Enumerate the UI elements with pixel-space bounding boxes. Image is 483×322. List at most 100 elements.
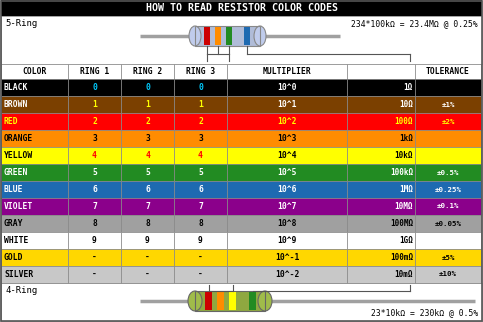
Text: 4: 4 [92,151,97,160]
Text: 10^4: 10^4 [277,151,297,160]
Bar [227,215,347,232]
Text: 6: 6 [145,185,150,194]
Text: 6: 6 [92,185,97,194]
Text: 10^9: 10^9 [277,236,297,245]
Text: TOLERANCE: TOLERANCE [426,67,470,76]
Bar [1,283,482,321]
Text: 9: 9 [145,236,150,245]
Text: 0: 0 [198,83,203,92]
Bar [121,181,174,198]
Text: 8: 8 [198,219,203,228]
Bar [68,249,121,266]
Bar [415,113,481,130]
Text: 100Ω: 100Ω [395,117,413,126]
Text: 10^1: 10^1 [277,100,297,109]
Bar [347,266,415,283]
Bar [174,96,227,113]
Bar [229,292,236,310]
Text: 4-Ring: 4-Ring [5,286,37,295]
Bar [204,27,210,45]
Bar [227,232,347,249]
Text: 1: 1 [92,100,97,109]
Text: 8: 8 [145,219,150,228]
Text: 8: 8 [92,219,97,228]
Bar [174,198,227,215]
Text: 10^7: 10^7 [277,202,297,211]
Bar [415,232,481,249]
Bar [68,232,121,249]
Bar [217,292,224,310]
Bar [68,266,121,283]
Text: 3: 3 [92,134,97,143]
Text: 2: 2 [198,117,203,126]
Bar [347,130,415,147]
Text: 100mΩ: 100mΩ [390,253,413,262]
Text: 10^-1: 10^-1 [275,253,299,262]
Bar [121,164,174,181]
Bar [68,130,121,147]
Text: 100MΩ: 100MΩ [390,219,413,228]
Bar [68,64,121,79]
Text: -: - [92,253,97,262]
Text: -: - [198,270,203,279]
Text: 7: 7 [92,202,97,211]
Text: COLOR: COLOR [22,67,47,76]
Bar [1,181,68,198]
Text: 100kΩ: 100kΩ [390,168,413,177]
Bar [227,249,347,266]
Bar [174,64,227,79]
Text: 5: 5 [92,168,97,177]
Bar [415,130,481,147]
Bar [1,79,68,96]
Text: 7: 7 [145,202,150,211]
Bar [68,181,121,198]
Bar [121,147,174,164]
Text: 1GΩ: 1GΩ [399,236,413,245]
Text: 4: 4 [145,151,150,160]
Text: 10MΩ: 10MΩ [395,202,413,211]
Bar [415,198,481,215]
Bar [174,147,227,164]
Text: 1: 1 [198,100,203,109]
Bar [121,266,174,283]
Bar [1,147,68,164]
Text: 10^6: 10^6 [277,185,297,194]
Bar [347,198,415,215]
Bar [174,215,227,232]
Text: -: - [198,253,203,262]
Bar [244,27,250,45]
Bar [195,291,265,311]
Text: RING 1: RING 1 [80,67,109,76]
Bar [1,16,482,64]
Text: ±2%: ±2% [441,118,455,125]
Bar [1,215,68,232]
Bar [121,198,174,215]
Bar [227,96,347,113]
Bar [415,215,481,232]
Text: 10^0: 10^0 [277,83,297,92]
Bar [121,130,174,147]
Text: ±5%: ±5% [441,254,455,260]
Bar [68,96,121,113]
Bar [121,96,174,113]
Text: 10^3: 10^3 [277,134,297,143]
Text: GOLD: GOLD [4,253,24,262]
Bar [1,249,68,266]
Bar [1,232,68,249]
Text: 3: 3 [145,134,150,143]
Text: BLUE: BLUE [4,185,24,194]
Text: 2: 2 [92,117,97,126]
Text: 1MΩ: 1MΩ [399,185,413,194]
Text: 234*100kΩ = 23.4MΩ @ 0.25%: 234*100kΩ = 23.4MΩ @ 0.25% [351,19,478,28]
Text: GRAY: GRAY [4,219,24,228]
Text: 10^-2: 10^-2 [275,270,299,279]
Bar [174,113,227,130]
Bar [227,198,347,215]
Text: 9: 9 [198,236,203,245]
Text: BROWN: BROWN [4,100,28,109]
Ellipse shape [258,291,272,311]
Bar [195,26,260,46]
Text: 1Ω: 1Ω [404,83,413,92]
Text: ORANGE: ORANGE [4,134,33,143]
Bar [347,215,415,232]
